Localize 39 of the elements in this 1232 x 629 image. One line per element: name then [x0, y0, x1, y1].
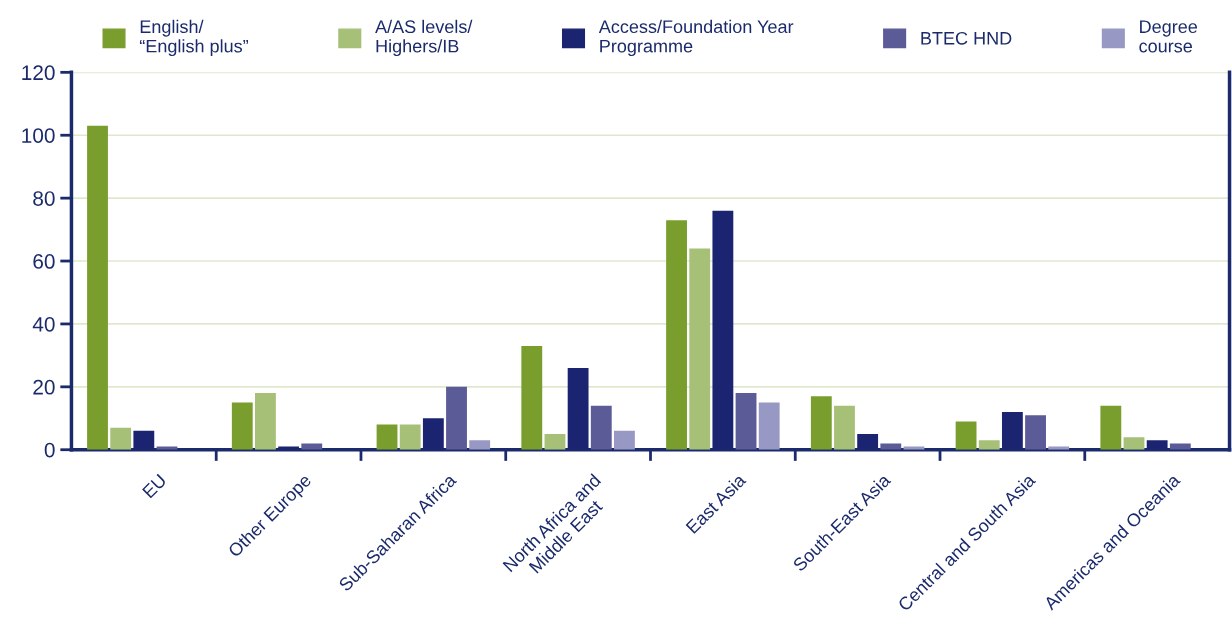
bar — [231, 402, 253, 450]
bar — [880, 443, 902, 450]
bar — [758, 402, 780, 450]
bar — [399, 424, 421, 450]
bar — [376, 424, 398, 450]
bar — [978, 440, 1000, 450]
bar — [955, 421, 977, 450]
bar — [614, 430, 635, 450]
y-tick-label: 100 — [22, 128, 55, 143]
legend-label: BTEC HND — [921, 31, 1012, 45]
bar — [1025, 415, 1046, 450]
bar — [590, 405, 612, 450]
y-tick-label: 80 — [33, 191, 55, 206]
x-tick-label: EU — [142, 473, 167, 499]
bar — [521, 345, 543, 450]
y-tick-label: 20 — [33, 379, 55, 395]
bar — [1169, 443, 1191, 450]
bar — [735, 393, 757, 450]
bar — [110, 427, 132, 450]
legend-label: Degree course — [1139, 20, 1198, 53]
bar — [469, 440, 491, 450]
y-tick-label: 120 — [22, 65, 55, 81]
y-tick-label: 0 — [44, 442, 55, 458]
legend-label: Access/Foundation Year Programme — [598, 19, 794, 57]
bar — [689, 248, 711, 450]
bar — [301, 443, 323, 450]
bar — [255, 393, 276, 450]
y-tick-label: 60 — [33, 254, 55, 269]
bar — [666, 220, 687, 450]
legend-label: English/ “English plus” — [139, 19, 249, 57]
bar — [1123, 437, 1145, 450]
bar — [810, 396, 832, 450]
bar — [544, 434, 566, 450]
bar — [87, 125, 108, 450]
y-tick-label: 40 — [32, 316, 55, 332]
bar — [1100, 405, 1122, 450]
bar — [834, 405, 855, 450]
bar — [446, 386, 467, 450]
legend-label: A/AS levels/ Highers/IB — [375, 19, 473, 57]
